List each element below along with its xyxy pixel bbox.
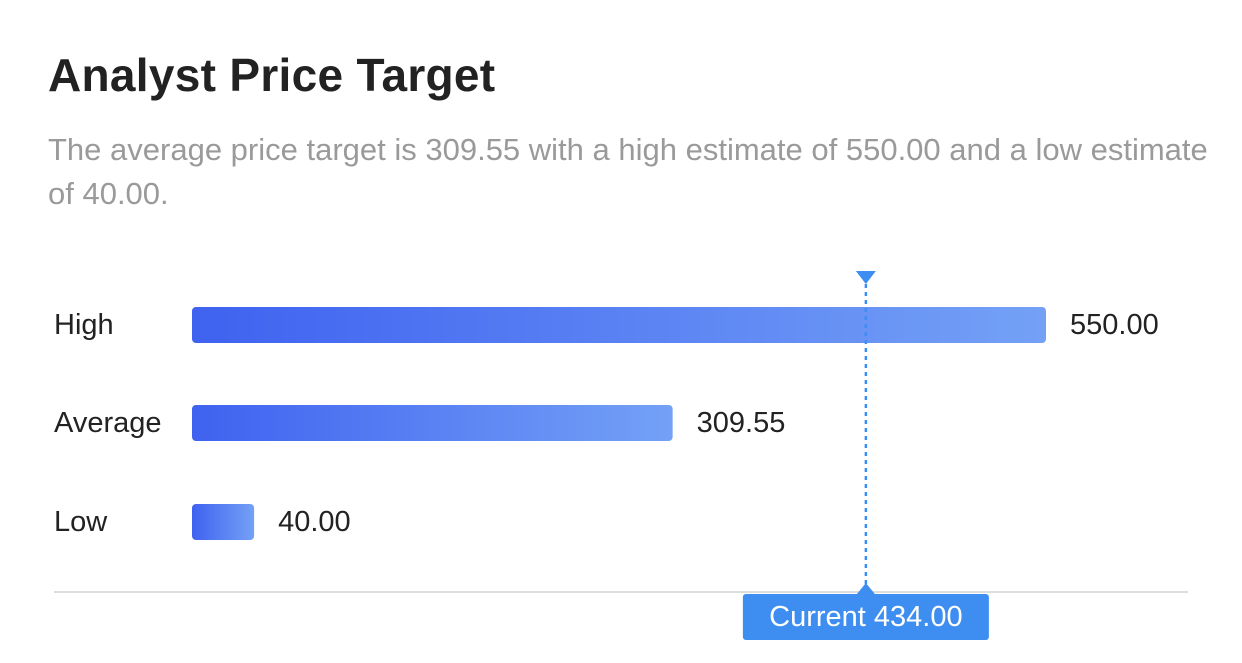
value-label-average: 309.55 xyxy=(697,407,786,439)
bar-low xyxy=(192,504,255,540)
value-label-high: 550.00 xyxy=(1070,309,1159,341)
category-label-average: Average xyxy=(54,407,162,439)
category-label-high: High xyxy=(54,309,114,341)
current-label-pointer xyxy=(856,583,875,594)
current-marker-triangle xyxy=(855,271,876,284)
value-label-low: 40.00 xyxy=(278,506,351,538)
bar-average xyxy=(192,405,673,441)
chart-description: The average price target is 309.55 with … xyxy=(48,132,1208,211)
page-title: Analyst Price Target xyxy=(48,49,496,101)
category-label-low: Low xyxy=(54,506,108,538)
bar-high xyxy=(192,307,1046,343)
current-price-label: Current 434.00 xyxy=(769,601,962,633)
current-price-badge xyxy=(742,594,989,640)
